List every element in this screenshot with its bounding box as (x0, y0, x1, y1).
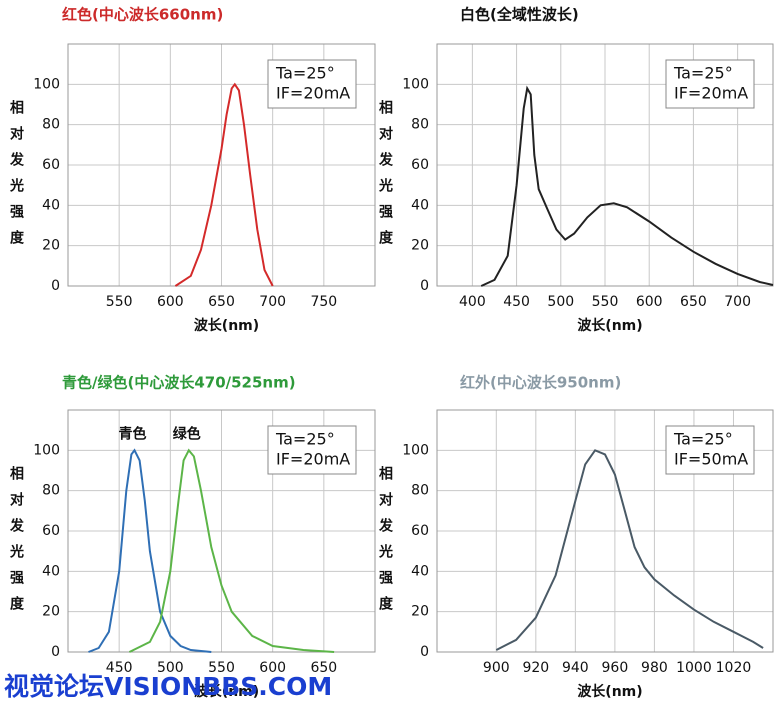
y-tick-label: 100 (33, 442, 60, 458)
x-tick-label: 960 (602, 660, 629, 676)
x-tick-label: 550 (592, 294, 619, 310)
y-tick-label: 100 (33, 76, 60, 92)
curve (495, 449, 764, 651)
y-tick-label: 60 (411, 157, 429, 173)
annotation: Ta=25° (673, 64, 733, 83)
x-axis-label: 波长(nm) (577, 317, 642, 334)
annotation-box (267, 425, 357, 475)
y-tick-label: 20 (42, 604, 60, 620)
x-axis-label: 波长(nm) (577, 683, 642, 700)
curve (88, 448, 212, 653)
plot-frame (436, 43, 774, 287)
x-tick-label: 700 (259, 294, 286, 310)
chart-title: 红色(中心波长660nm) (62, 6, 223, 24)
curve (174, 82, 274, 287)
y-tick-label: 0 (51, 278, 60, 294)
x-tick-label: 700 (724, 294, 751, 310)
y-tick-label: 0 (420, 644, 429, 660)
annotation: IF=20mA (674, 84, 748, 103)
x-tick-label: 500 (157, 660, 184, 676)
y-tick-label: 60 (411, 523, 429, 539)
annotation-box (665, 425, 755, 475)
annotation: Ta=25° (275, 430, 335, 449)
x-tick-label: 650 (680, 294, 707, 310)
x-tick-label: 650 (310, 660, 337, 676)
y-tick-label: 20 (411, 604, 429, 620)
x-tick-label: 750 (310, 294, 337, 310)
y-tick-label: 40 (42, 563, 60, 579)
x-tick-label: 450 (106, 660, 133, 676)
plot-frame (67, 43, 376, 287)
y-tick-label: 0 (420, 278, 429, 294)
x-tick-label: 600 (259, 660, 286, 676)
y-axis-label: 相对发光强度 (377, 99, 394, 256)
plot-frame (436, 409, 774, 653)
x-tick-label: 650 (208, 294, 235, 310)
y-tick-label: 40 (42, 197, 60, 213)
x-tick-label: 940 (562, 660, 589, 676)
annotation: IF=50mA (674, 450, 748, 469)
x-tick-label: 450 (503, 294, 530, 310)
x-tick-label: 600 (636, 294, 663, 310)
y-tick-label: 20 (42, 238, 60, 254)
chart-title: 青色/绿色(中心波长470/525nm) (62, 374, 296, 392)
annotation-box (665, 59, 755, 109)
annotation: Ta=25° (275, 64, 335, 83)
y-tick-label: 40 (411, 563, 429, 579)
y-axis-label: 相对发光强度 (8, 465, 25, 622)
y-tick-label: 20 (411, 238, 429, 254)
y-tick-label: 60 (42, 157, 60, 173)
y-tick-label: 100 (402, 76, 429, 92)
y-tick-label: 80 (42, 483, 60, 499)
curve (128, 448, 335, 653)
x-tick-label: 1000 (676, 660, 712, 676)
watermark: 视觉论坛VISIONBBS.COM (4, 672, 332, 701)
y-tick-label: 80 (411, 117, 429, 133)
y-tick-label: 60 (42, 523, 60, 539)
x-axis-label: 波长(nm) (194, 683, 259, 700)
chart-title: 白色(全域性波长) (460, 6, 579, 24)
curve (480, 85, 774, 287)
series-label: 青色 (119, 425, 147, 442)
y-tick-label: 80 (42, 117, 60, 133)
y-tick-label: 100 (402, 442, 429, 458)
x-tick-label: 600 (157, 294, 184, 310)
y-tick-label: 40 (411, 197, 429, 213)
annotation: IF=20mA (276, 450, 350, 469)
x-tick-label: 550 (106, 294, 133, 310)
x-tick-label: 500 (547, 294, 574, 310)
annotation: IF=20mA (276, 84, 350, 103)
series-label: 绿色 (173, 425, 201, 442)
y-tick-label: 0 (51, 644, 60, 660)
x-tick-label: 1020 (716, 660, 752, 676)
x-axis-label: 波长(nm) (194, 317, 259, 334)
annotation-box (267, 59, 357, 109)
x-tick-label: 400 (459, 294, 486, 310)
chart-title: 红外(中心波长950nm) (460, 374, 621, 392)
x-tick-label: 900 (483, 660, 510, 676)
y-tick-label: 80 (411, 483, 429, 499)
x-tick-label: 920 (522, 660, 549, 676)
y-axis-label: 相对发光强度 (8, 99, 25, 256)
annotation: Ta=25° (673, 430, 733, 449)
plot-frame (67, 409, 376, 653)
y-axis-label: 相对发光强度 (377, 465, 394, 622)
x-tick-label: 980 (641, 660, 668, 676)
x-tick-label: 550 (208, 660, 235, 676)
